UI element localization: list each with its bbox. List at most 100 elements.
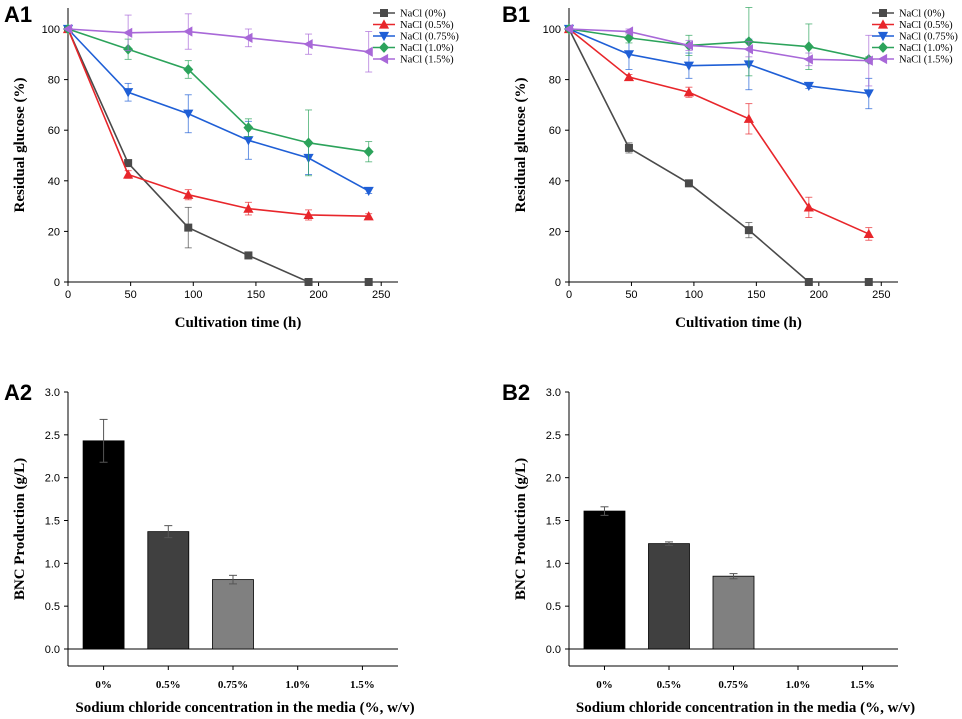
x-tick-label: 150 — [747, 289, 765, 301]
x-axis-title: Sodium chloride concentration in the med… — [75, 700, 414, 716]
panel-a1: A1 0 20 40 60 80 100 0 50 100 150 200 250 Cultivation… — [4, 2, 459, 331]
y-tick-label: 1.5 — [45, 516, 60, 528]
data-point — [183, 26, 193, 37]
data-point — [744, 226, 753, 235]
data-point — [243, 32, 253, 43]
legend-marker — [877, 19, 889, 29]
y-tick-label: 2.5 — [45, 430, 60, 442]
y-tick-label: 0.0 — [45, 644, 60, 656]
x-tick-label: 200 — [810, 289, 828, 301]
x-axis-title: Sodium chloride concentration in the med… — [576, 700, 915, 716]
panel-b2: B2 0.0 0.5 1.0 1.5 2.0 2.5 3.0 0% 0.5% 0.75% 1.0% 1.… — [502, 380, 915, 716]
legend-marker — [378, 19, 390, 29]
series-2 — [563, 24, 874, 110]
legend-label: NaCl (0%) — [400, 9, 446, 20]
series-line — [67, 28, 370, 192]
series-4 — [563, 23, 873, 87]
data-point — [363, 146, 374, 158]
legend-marker — [878, 42, 888, 53]
x-tick-label: 0% — [596, 679, 613, 691]
y-tick-label: 2.0 — [546, 473, 561, 485]
x-tick-label: 50 — [125, 289, 137, 301]
series-1 — [62, 23, 374, 221]
bar — [648, 543, 690, 650]
data-point — [624, 143, 633, 152]
y-axis-title: Residual glucose (%) — [12, 77, 28, 212]
legend-marker — [879, 9, 887, 17]
series-line — [67, 28, 369, 283]
series-line — [568, 28, 870, 235]
data-point — [803, 54, 813, 65]
x-tick-label: 1.5% — [350, 679, 375, 691]
bar — [147, 531, 190, 650]
x-axis-title: Cultivation time (h) — [175, 315, 302, 331]
panel-letter: B1 — [502, 2, 530, 27]
data-point — [683, 87, 695, 97]
x-tick-label: 0.75% — [718, 679, 748, 691]
legend-label: NaCl (0.5%) — [400, 20, 454, 31]
legend-marker — [379, 42, 389, 53]
bar — [583, 510, 626, 650]
series-line — [568, 28, 869, 61]
data-point — [123, 169, 134, 179]
bar — [82, 440, 125, 650]
series-line — [568, 28, 869, 283]
series-line — [568, 28, 869, 95]
series-2 — [62, 24, 374, 197]
data-point — [303, 137, 314, 149]
y-tick-label: 0 — [54, 277, 60, 289]
y-tick-label: 0 — [555, 277, 561, 289]
series-3 — [63, 23, 374, 177]
data-point — [683, 40, 694, 51]
data-point — [62, 23, 73, 35]
panel-b1: B1 0 20 40 60 80 100 0 50 100 150 200 250 Cultivation… — [502, 2, 958, 331]
y-tick-label: 2.0 — [45, 473, 60, 485]
data-point — [684, 179, 693, 188]
legend-label: NaCl (0.5%) — [899, 20, 953, 31]
y-tick-label: 1.0 — [45, 558, 60, 570]
legend-label: NaCl (0.75%) — [400, 32, 459, 43]
y-axis-title: BNC Production (g/L) — [513, 458, 529, 600]
y-tick-label: 100 — [543, 24, 561, 36]
legend-marker — [378, 31, 390, 42]
legend: NaCl (0%)NaCl (0.5%)NaCl (0.75%)NaCl (1.… — [872, 9, 958, 66]
legend-label: NaCl (1.5%) — [400, 55, 454, 66]
data-point — [123, 88, 134, 98]
data-point — [683, 61, 695, 71]
y-tick-label: 3.0 — [45, 387, 60, 399]
data-point — [743, 44, 753, 55]
x-tick-label: 0 — [65, 289, 71, 301]
x-tick-label: 0.75% — [218, 679, 248, 691]
x-tick-label: 250 — [372, 289, 390, 301]
y-tick-label: 40 — [48, 176, 60, 188]
panel-a2: A2 0.0 0.5 1.0 1.5 2.0 2.5 3.0 0% 0.5% 0.75% 1.0% 1.… — [4, 380, 415, 716]
x-tick-label: 250 — [872, 289, 890, 301]
x-tick-label: 0.5% — [156, 679, 181, 691]
series-line — [67, 28, 369, 153]
legend-marker — [378, 53, 389, 65]
data-point — [803, 202, 814, 212]
legend-label: NaCl (1.5%) — [899, 55, 953, 66]
y-tick-label: 80 — [549, 75, 561, 87]
y-tick-label: 20 — [48, 226, 60, 238]
data-point — [244, 251, 253, 260]
y-tick-label: 2.5 — [546, 430, 561, 442]
bar — [712, 575, 755, 650]
data-point — [183, 64, 194, 75]
series-0 — [64, 25, 373, 286]
x-tick-label: 0 — [566, 289, 572, 301]
x-tick-label: 0% — [95, 679, 112, 691]
legend-marker — [877, 53, 888, 65]
legend-label: NaCl (1.0%) — [899, 43, 953, 54]
data-point — [243, 136, 254, 146]
x-axis-title: Cultivation time (h) — [675, 315, 802, 331]
legend-marker — [877, 31, 889, 42]
data-point — [243, 203, 254, 213]
data-point — [304, 278, 313, 286]
y-tick-label: 1.5 — [546, 516, 561, 528]
x-tick-label: 1.0% — [285, 679, 310, 691]
x-tick-label: 0.5% — [657, 679, 682, 691]
y-tick-label: 0.5 — [45, 601, 60, 613]
data-point — [183, 189, 194, 199]
y-tick-label: 0.0 — [546, 644, 561, 656]
